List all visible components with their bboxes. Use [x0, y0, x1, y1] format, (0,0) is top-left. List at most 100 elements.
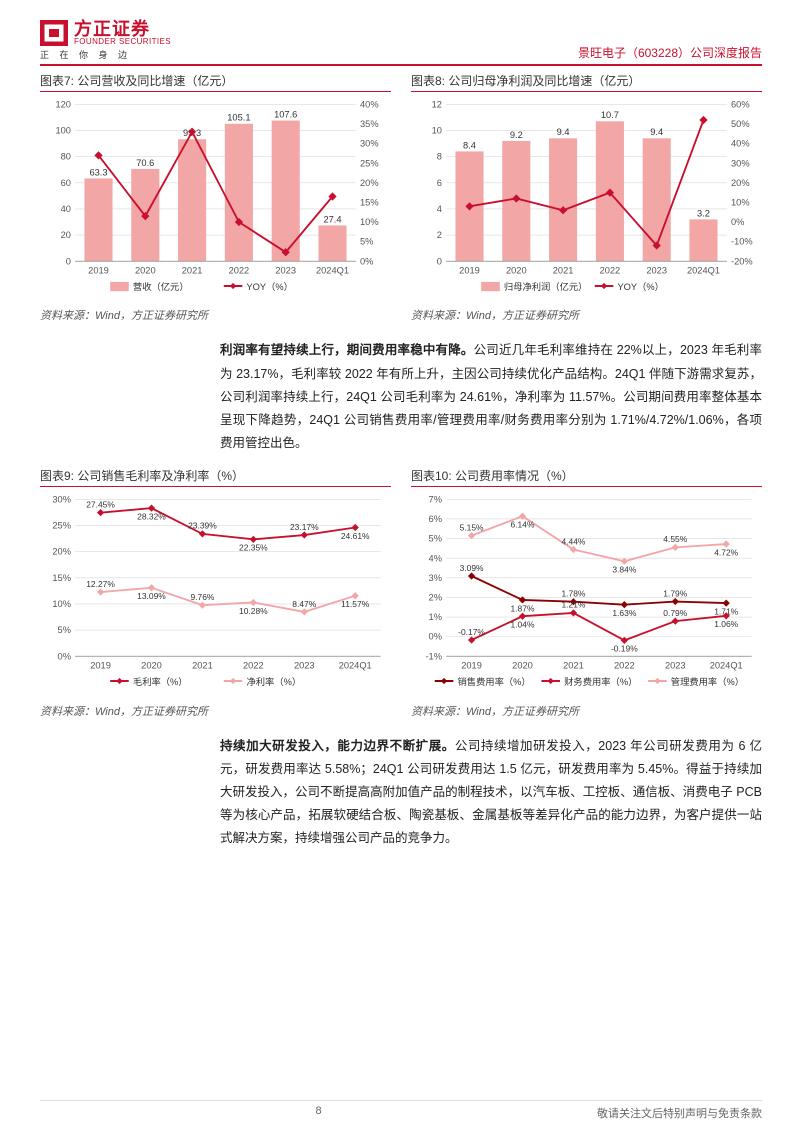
svg-text:归母净利润（亿元）: 归母净利润（亿元）	[504, 281, 588, 292]
svg-text:22.35%: 22.35%	[239, 543, 268, 553]
svg-text:10.7: 10.7	[601, 110, 619, 120]
svg-text:5.15%: 5.15%	[460, 523, 484, 533]
chart9-source: 资料来源：Wind，方正证券研究所	[40, 703, 391, 719]
svg-text:3.09%: 3.09%	[460, 563, 484, 573]
chart9-title: 图表9: 公司销售毛利率及净利率（%）	[40, 467, 391, 487]
svg-text:-1%: -1%	[425, 651, 442, 661]
svg-text:63.3: 63.3	[89, 167, 107, 177]
svg-text:2020: 2020	[512, 661, 533, 671]
logo-tagline: 正 在 你 身 边	[40, 48, 171, 61]
svg-text:12.27%: 12.27%	[86, 579, 115, 589]
svg-text:5%: 5%	[360, 237, 373, 247]
svg-text:20%: 20%	[731, 178, 750, 188]
svg-text:10.28%: 10.28%	[239, 606, 268, 616]
svg-text:8.4: 8.4	[463, 140, 476, 150]
svg-text:107.6: 107.6	[274, 109, 297, 119]
svg-text:24.61%: 24.61%	[341, 531, 370, 541]
paragraph-1: 利润率有望持续上行，期间费用率稳中有降。公司近几年毛利率维持在 22%以上，20…	[40, 339, 762, 455]
svg-text:1.21%: 1.21%	[561, 600, 585, 610]
svg-text:2024Q1: 2024Q1	[316, 266, 349, 276]
svg-text:0%: 0%	[58, 651, 71, 661]
paragraph-1-body: 公司近几年毛利率维持在 22%以上，2023 年毛利率为 23.17%，毛利率较…	[220, 343, 762, 450]
chart10: -1%0%1%2%3%4%5%6%7%201920202021202220232…	[411, 489, 762, 695]
svg-text:净利率（%）: 净利率（%）	[246, 676, 301, 687]
svg-text:0: 0	[437, 256, 442, 266]
svg-text:120: 120	[55, 99, 70, 109]
svg-text:0: 0	[66, 256, 71, 266]
svg-text:11.57%: 11.57%	[341, 599, 370, 609]
svg-text:2022: 2022	[600, 266, 621, 276]
svg-text:2024Q1: 2024Q1	[710, 661, 743, 671]
svg-text:1.79%: 1.79%	[663, 588, 687, 598]
svg-text:2022: 2022	[243, 661, 264, 671]
paragraph-1-bold: 利润率有望持续上行，期间费用率稳中有降。	[220, 343, 474, 357]
svg-text:10%: 10%	[52, 599, 71, 609]
svg-text:9.4: 9.4	[650, 127, 663, 137]
svg-text:10: 10	[432, 126, 442, 136]
svg-text:4.44%: 4.44%	[561, 536, 585, 546]
header-right-text: 景旺电子（603228）公司深度报告	[578, 44, 762, 61]
svg-text:-0.17%: -0.17%	[458, 627, 485, 637]
svg-text:2020: 2020	[135, 266, 156, 276]
svg-text:9.76%: 9.76%	[190, 592, 214, 602]
paragraph-2-bold: 持续加大研发投入，能力边界不断扩展。	[220, 739, 455, 753]
svg-text:50%: 50%	[731, 119, 750, 129]
page-number: 8	[315, 1105, 321, 1121]
chart10-title: 图表10: 公司费用率情况（%）	[411, 467, 762, 487]
svg-text:5%: 5%	[429, 534, 442, 544]
svg-text:6: 6	[437, 178, 442, 188]
svg-text:2023: 2023	[294, 661, 315, 671]
footer-disclaimer: 敬请关注文后特别声明与免责条款	[597, 1105, 762, 1121]
svg-text:15%: 15%	[52, 573, 71, 583]
svg-text:4.55%: 4.55%	[663, 534, 687, 544]
svg-text:2024Q1: 2024Q1	[687, 266, 720, 276]
svg-text:23.39%: 23.39%	[188, 521, 217, 531]
svg-text:2021: 2021	[563, 661, 584, 671]
logo-cn: 方正证券	[74, 20, 171, 38]
svg-text:0.79%: 0.79%	[663, 608, 687, 618]
page-header: 方正证券 FOUNDER SECURITIES 正 在 你 身 边 景旺电子（6…	[40, 20, 762, 66]
svg-text:30%: 30%	[731, 158, 750, 168]
svg-text:20: 20	[61, 230, 71, 240]
svg-text:40%: 40%	[360, 99, 379, 109]
svg-text:-20%: -20%	[731, 256, 753, 266]
svg-text:2019: 2019	[459, 266, 480, 276]
svg-text:4: 4	[437, 204, 442, 214]
svg-text:2020: 2020	[141, 661, 162, 671]
svg-text:28.32%: 28.32%	[137, 512, 166, 522]
svg-text:2024Q1: 2024Q1	[339, 661, 372, 671]
svg-text:1%: 1%	[429, 612, 442, 622]
svg-text:-10%: -10%	[731, 237, 753, 247]
svg-text:30%: 30%	[52, 495, 71, 505]
svg-text:105.1: 105.1	[227, 113, 250, 123]
svg-text:6%: 6%	[429, 514, 442, 524]
svg-text:25%: 25%	[52, 521, 71, 531]
svg-text:2022: 2022	[229, 266, 250, 276]
svg-text:9.4: 9.4	[557, 127, 570, 137]
svg-text:营收（亿元）: 营收（亿元）	[133, 281, 189, 292]
svg-text:2023: 2023	[646, 266, 667, 276]
svg-text:27.4: 27.4	[323, 214, 341, 224]
svg-text:0%: 0%	[429, 632, 442, 642]
svg-text:2021: 2021	[192, 661, 213, 671]
chart9: 0%5%10%15%20%25%30%201920202021202220232…	[40, 489, 391, 695]
paragraph-2: 持续加大研发投入，能力边界不断扩展。公司持续增加研发投入，2023 年公司研发费…	[40, 735, 762, 851]
paragraph-2-body: 公司持续增加研发投入，2023 年公司研发费用为 6 亿元，研发费用率达 5.5…	[220, 739, 762, 846]
svg-text:4%: 4%	[429, 553, 442, 563]
svg-text:10%: 10%	[731, 197, 750, 207]
svg-text:管理费用率（%）: 管理费用率（%）	[671, 676, 744, 687]
svg-text:1.06%: 1.06%	[714, 619, 738, 629]
svg-text:毛利率（%）: 毛利率（%）	[133, 676, 188, 687]
logo-block: 方正证券 FOUNDER SECURITIES 正 在 你 身 边	[40, 20, 171, 61]
svg-text:30%: 30%	[360, 139, 379, 149]
chart7-title: 图表7: 公司营收及同比增速（亿元）	[40, 72, 391, 92]
chart8-title: 图表8: 公司归母净利润及同比增速（亿元）	[411, 72, 762, 92]
svg-text:财务费用率（%）: 财务费用率（%）	[564, 676, 637, 687]
svg-text:7%: 7%	[429, 495, 442, 505]
page-footer: 8 敬请关注文后特别声明与免责条款	[40, 1100, 762, 1121]
svg-text:8.47%: 8.47%	[292, 599, 316, 609]
svg-text:35%: 35%	[360, 119, 379, 129]
svg-text:12: 12	[432, 99, 442, 109]
svg-text:0%: 0%	[731, 217, 744, 227]
svg-text:23.17%: 23.17%	[290, 522, 319, 532]
